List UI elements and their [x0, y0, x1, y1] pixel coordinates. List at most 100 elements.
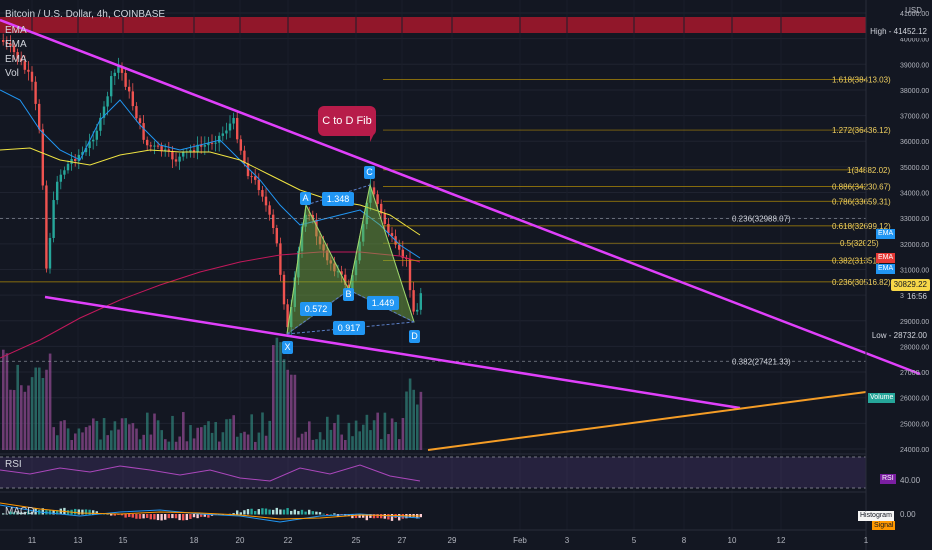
macd-bar [383, 514, 386, 519]
candle-body [416, 309, 419, 312]
ema-tag: EMA [876, 253, 896, 263]
macd-bar [48, 510, 52, 515]
candle-body [326, 250, 329, 261]
ratio-label[interactable]: 1.348 [322, 192, 354, 206]
volume-bar [9, 389, 12, 450]
candle-body [164, 149, 167, 152]
macd-bar [9, 511, 12, 515]
macd-bar [268, 509, 271, 515]
volume-bar [380, 439, 383, 450]
point-d-label[interactable]: D [409, 330, 420, 343]
candle-body [380, 203, 383, 214]
volume-bar [304, 431, 307, 450]
macd-bar [200, 514, 203, 517]
low-price-tag: Low - 28732.00 [868, 330, 930, 342]
macd-bar [52, 510, 55, 515]
candle-body [286, 304, 289, 328]
volume-bar [250, 414, 253, 450]
macd-bar [264, 508, 268, 515]
macd-bar [243, 510, 246, 515]
candle-body [27, 69, 30, 72]
volume-bar [239, 433, 243, 450]
fib-level-label: 0.786(33659.31) [832, 197, 891, 206]
symbol-title[interactable]: Bitcoin / U.S. Dollar, 4h, COINBASE [5, 9, 166, 20]
price-tick-label: 33000.00 [900, 216, 929, 223]
candle-body [347, 284, 350, 289]
volume-bar [56, 435, 59, 450]
volume-bar [264, 435, 268, 450]
macd-bar [315, 511, 318, 515]
volume-bar [390, 418, 394, 450]
volume-bar [354, 420, 358, 450]
macd-bar [318, 512, 322, 515]
price-tick-label: 39000.00 [900, 62, 929, 69]
point-x-label[interactable]: X [282, 341, 293, 354]
macd-bar [182, 514, 185, 521]
support-line[interactable] [427, 391, 867, 451]
point-b-label[interactable]: B [343, 288, 354, 301]
ema-legend-2[interactable]: EMA [5, 39, 27, 50]
macd-bar [326, 514, 329, 516]
candle-body [110, 76, 113, 97]
callout-bubble[interactable]: C to D Fib [318, 106, 376, 136]
macd-bar [369, 514, 372, 518]
volume-bar [167, 441, 171, 450]
candle-body [196, 144, 199, 153]
candle-body [340, 271, 343, 275]
candle-body [52, 200, 55, 238]
volume-bar [383, 412, 387, 450]
macd-bar [88, 509, 91, 515]
volume-bar [102, 418, 106, 450]
macd-bar [20, 512, 23, 515]
candle-body [401, 249, 404, 258]
time-axis-ticks: 11 13 15 18 20 22 25 27 29 Feb 3 5 8 10 12 1 [28, 536, 869, 545]
point-a-label[interactable]: A [300, 192, 311, 205]
volume-bar [236, 436, 239, 450]
ema-legend-1[interactable]: EMA [5, 25, 27, 36]
lower-trendline[interactable] [44, 295, 741, 410]
candle-body [354, 260, 358, 276]
candle-body [95, 130, 98, 140]
macd-bar [156, 514, 160, 521]
volume-bar [214, 422, 217, 450]
volume-legend[interactable]: Vol [5, 68, 19, 79]
ratio-label[interactable]: 0.917 [333, 321, 365, 335]
upper-trendline[interactable] [0, 18, 921, 376]
macd-pane-label[interactable]: MACD [5, 506, 35, 517]
ratio-label[interactable]: 0.572 [300, 302, 332, 316]
volume-bar [23, 391, 27, 450]
volume-bar [34, 367, 37, 450]
volume-bar [369, 430, 372, 450]
macd-bar [153, 514, 156, 520]
macd-bar [12, 512, 16, 515]
volume-bar [30, 377, 34, 450]
macd-bar [297, 511, 300, 515]
macd-bar [340, 514, 343, 515]
ema-slow-line [0, 251, 421, 359]
volume-bar [45, 369, 48, 450]
macd-bar [135, 514, 138, 519]
macd-bar [354, 514, 358, 518]
price-tick-label: 24000.00 [900, 447, 929, 454]
candle-body [261, 190, 264, 197]
volume-bar [279, 342, 282, 450]
time-tick-label: 13 [74, 536, 83, 545]
point-c-label[interactable]: C [364, 166, 375, 179]
volume-bar [297, 437, 300, 450]
volume-bar [48, 353, 52, 450]
volume-bar [5, 353, 9, 450]
macd-bar [138, 514, 142, 519]
candle-body [333, 263, 336, 272]
candle-body [272, 214, 275, 229]
candle-body [113, 72, 116, 77]
callout-tail [370, 130, 376, 142]
time-tick-label: 27 [398, 536, 407, 545]
rsi-pane-label[interactable]: RSI [5, 459, 22, 470]
candle-body [92, 139, 95, 142]
macd-bar [95, 511, 98, 515]
ema-legend-3[interactable]: EMA [5, 54, 27, 65]
ratio-label[interactable]: 1.449 [367, 296, 399, 310]
time-tick-label: 5 [632, 536, 637, 545]
candle-body [318, 236, 322, 245]
